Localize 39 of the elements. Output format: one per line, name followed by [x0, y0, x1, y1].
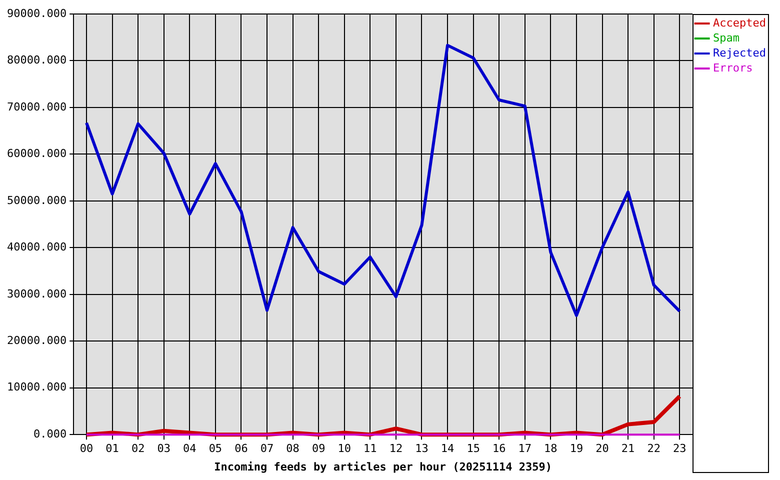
- x-tick-label: 21: [621, 442, 635, 456]
- x-tick-label: 14: [440, 442, 455, 456]
- x-tick-label: 23: [673, 442, 686, 456]
- x-tick-label: 06: [234, 442, 248, 456]
- x-tick-label: 07: [260, 442, 274, 456]
- x-tick-label: 04: [183, 442, 197, 456]
- x-tick-label: 05: [208, 442, 222, 456]
- x-tick-label: 03: [157, 442, 170, 456]
- x-tick-label: 02: [131, 442, 145, 456]
- x-tick-label: 10: [338, 442, 352, 456]
- legend-label: Errors: [713, 61, 753, 74]
- x-tick-label: 22: [647, 442, 660, 456]
- y-tick-label: 50000.000: [6, 194, 67, 207]
- y-tick-label: 10000.000: [6, 380, 67, 394]
- y-tick-label: 20000.000: [6, 334, 67, 347]
- x-tick-label: 19: [570, 442, 584, 456]
- x-tick-label: 11: [364, 442, 377, 456]
- x-tick-label: 00: [80, 442, 94, 456]
- x-tick-label: 09: [312, 442, 326, 456]
- x-tick-label: 12: [389, 442, 403, 456]
- legend-label: Accepted: [713, 16, 766, 30]
- y-tick-label: 80000.000: [6, 54, 67, 67]
- legend-label: Spam: [713, 31, 740, 44]
- x-axis-title: Incoming feeds by articles per hour (20251114 2359): [214, 460, 552, 474]
- y-tick-label: 30000.000: [6, 287, 67, 300]
- x-tick-label: 08: [286, 442, 300, 456]
- y-tick-label: 60000.000: [6, 147, 67, 160]
- y-tick-label: 40000.000: [6, 240, 67, 254]
- x-tick-label: 13: [415, 442, 428, 456]
- y-tick-label: 0.000: [33, 427, 67, 440]
- y-tick-label: 70000.000: [6, 100, 67, 114]
- x-tick-label: 15: [466, 442, 480, 456]
- x-tick-label: 18: [544, 442, 558, 456]
- legend-label: Rejected: [713, 46, 766, 60]
- x-tick-label: 20: [596, 442, 609, 456]
- x-tick-label: 01: [106, 442, 119, 456]
- x-tick-label: 17: [518, 442, 532, 456]
- x-tick-label: 16: [492, 442, 506, 456]
- y-tick-label: 90000.000: [6, 6, 67, 20]
